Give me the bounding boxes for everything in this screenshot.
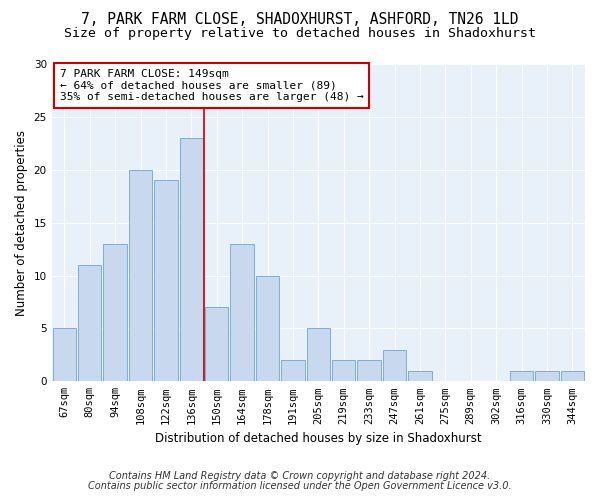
Bar bbox=[307, 328, 330, 382]
Text: Size of property relative to detached houses in Shadoxhurst: Size of property relative to detached ho… bbox=[64, 28, 536, 40]
Bar bbox=[560, 370, 584, 382]
X-axis label: Distribution of detached houses by size in Shadoxhurst: Distribution of detached houses by size … bbox=[155, 432, 482, 445]
Y-axis label: Number of detached properties: Number of detached properties bbox=[15, 130, 28, 316]
Bar bbox=[205, 308, 229, 382]
Bar bbox=[78, 265, 101, 382]
Bar bbox=[408, 370, 431, 382]
Bar bbox=[53, 328, 76, 382]
Bar bbox=[179, 138, 203, 382]
Bar bbox=[510, 370, 533, 382]
Bar bbox=[383, 350, 406, 382]
Bar bbox=[154, 180, 178, 382]
Bar bbox=[129, 170, 152, 382]
Text: Contains HM Land Registry data © Crown copyright and database right 2024.: Contains HM Land Registry data © Crown c… bbox=[109, 471, 491, 481]
Bar bbox=[256, 276, 279, 382]
Bar bbox=[535, 370, 559, 382]
Bar bbox=[358, 360, 381, 382]
Text: 7 PARK FARM CLOSE: 149sqm
← 64% of detached houses are smaller (89)
35% of semi-: 7 PARK FARM CLOSE: 149sqm ← 64% of detac… bbox=[59, 69, 364, 102]
Bar bbox=[103, 244, 127, 382]
Bar bbox=[332, 360, 355, 382]
Text: Contains public sector information licensed under the Open Government Licence v3: Contains public sector information licen… bbox=[88, 481, 512, 491]
Text: 7, PARK FARM CLOSE, SHADOXHURST, ASHFORD, TN26 1LD: 7, PARK FARM CLOSE, SHADOXHURST, ASHFORD… bbox=[81, 12, 519, 28]
Bar bbox=[230, 244, 254, 382]
Bar bbox=[281, 360, 305, 382]
